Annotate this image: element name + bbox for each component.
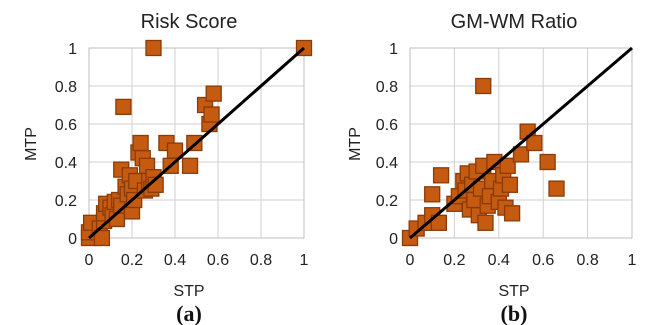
data-point bbox=[548, 180, 565, 197]
scatter-points bbox=[80, 39, 313, 247]
data-point bbox=[145, 39, 162, 57]
scatter-points bbox=[401, 77, 565, 247]
identity-line bbox=[409, 46, 633, 240]
data-point bbox=[181, 157, 199, 174]
data-point bbox=[205, 85, 222, 102]
y-tick-label: 0 bbox=[389, 231, 398, 248]
x-tick-label: 0.8 bbox=[576, 252, 598, 269]
chart-title: Risk Score bbox=[141, 11, 238, 33]
y-tick-label: 0.6 bbox=[55, 117, 77, 134]
x-axis-label: STP bbox=[173, 283, 204, 300]
y-tick-label: 1 bbox=[389, 41, 398, 58]
data-point bbox=[115, 98, 132, 116]
data-point bbox=[512, 146, 530, 163]
x-tick-label: 0 bbox=[406, 252, 415, 269]
grid bbox=[88, 47, 305, 239]
data-point bbox=[539, 153, 556, 171]
x-tick-label: 0 bbox=[85, 252, 94, 269]
chart-risk-score: Risk Score STP MTP (a) 0 0.2 0.4 0.6 0.8 1 0 0.… bbox=[23, 11, 313, 325]
x-tick-label: 0.6 bbox=[532, 252, 554, 269]
data-point bbox=[475, 77, 492, 95]
y-tick-label: 0.4 bbox=[55, 155, 77, 172]
x-axis-label: STP bbox=[498, 283, 529, 300]
data-point bbox=[430, 214, 448, 231]
x-tick-label: 1 bbox=[300, 252, 309, 269]
identity-line bbox=[88, 46, 305, 240]
data-point bbox=[203, 106, 220, 123]
x-tick-label: 0.8 bbox=[250, 252, 272, 269]
panel-label: (b) bbox=[501, 301, 528, 325]
y-tick-label: 0.2 bbox=[55, 193, 77, 210]
y-tick-label: 0.8 bbox=[376, 79, 398, 96]
x-tick-label: 0.6 bbox=[207, 252, 229, 269]
chart-gm-wm-ratio: GM-WM Ratio STP MTP (b) 0 0.2 0.4 0.6 0.8 1 0 0… bbox=[347, 11, 637, 325]
data-point bbox=[132, 134, 149, 152]
y-axis-label: MTP bbox=[23, 127, 40, 161]
x-tick-label: 0.2 bbox=[443, 252, 465, 269]
data-point bbox=[93, 229, 111, 247]
x-tick-label: 0.4 bbox=[488, 252, 510, 269]
y-tick-label: 1 bbox=[68, 41, 77, 58]
chart-title: GM-WM Ratio bbox=[451, 11, 578, 33]
y-tick-label: 0.6 bbox=[376, 117, 398, 134]
y-tick-label: 0.4 bbox=[376, 155, 398, 172]
y-axis-label: MTP bbox=[347, 127, 364, 161]
data-point bbox=[501, 176, 519, 193]
x-tick-label: 1 bbox=[628, 252, 637, 269]
y-tick-label: 0.2 bbox=[376, 193, 398, 210]
x-tick-label: 0.2 bbox=[121, 252, 143, 269]
x-tick-label: 0.4 bbox=[164, 252, 186, 269]
data-point bbox=[166, 142, 184, 159]
data-point bbox=[503, 205, 521, 222]
y-tick-label: 0 bbox=[68, 231, 77, 248]
data-point bbox=[526, 134, 543, 152]
y-tick-label: 0.8 bbox=[55, 79, 77, 96]
plot-frame bbox=[409, 47, 633, 239]
data-point bbox=[424, 186, 441, 203]
data-point bbox=[432, 167, 450, 184]
plot-frame bbox=[88, 47, 305, 239]
data-point bbox=[477, 214, 494, 231]
data-point bbox=[499, 157, 516, 174]
panel-label: (a) bbox=[176, 301, 202, 325]
